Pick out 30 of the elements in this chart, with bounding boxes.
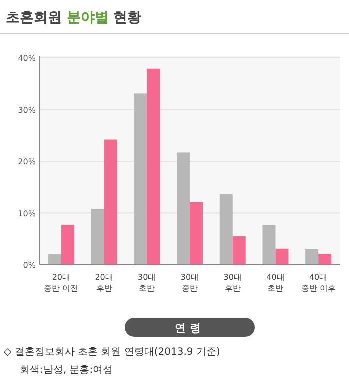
x-tick-label: 30대 초반: [138, 273, 156, 293]
chart-title: 초혼회원 분야별 현황: [6, 10, 142, 26]
bar: [318, 254, 332, 265]
x-axis-title: 연령: [175, 322, 205, 335]
x-tick-label: 40대 초반: [266, 273, 285, 293]
y-tick-label: 40%: [18, 54, 36, 63]
bar: [61, 225, 74, 265]
x-tick-label: 30대 후반: [224, 273, 242, 293]
bar: [190, 202, 203, 265]
bar: [220, 194, 233, 265]
bar: [232, 236, 246, 265]
bar: [48, 254, 62, 265]
bar: [262, 225, 276, 265]
bar: [177, 152, 190, 265]
bar: [91, 209, 104, 265]
y-tick-label: 10%: [18, 209, 36, 218]
text: ◇ 결혼정보회사 초혼 회원 연령대(2013.9 기준): [4, 347, 220, 358]
y-tick-label: 20%: [18, 158, 36, 166]
bar: [276, 248, 289, 265]
x-tick-label: 30대 중반: [180, 273, 200, 293]
x-tick-label: 40대 중반 이후: [301, 273, 336, 293]
y-tick-label: 30%: [18, 106, 36, 115]
y-tick-label: 0%: [23, 261, 36, 270]
bar: [306, 249, 319, 265]
bar: [104, 140, 118, 265]
x-tick-label: 20대 중반 이전: [44, 273, 79, 293]
bar: [134, 94, 148, 265]
bar: [147, 68, 160, 265]
x-tick-label: 20대 후반: [95, 273, 114, 293]
text: 회색:남성, 분홍:여성: [20, 365, 114, 376]
